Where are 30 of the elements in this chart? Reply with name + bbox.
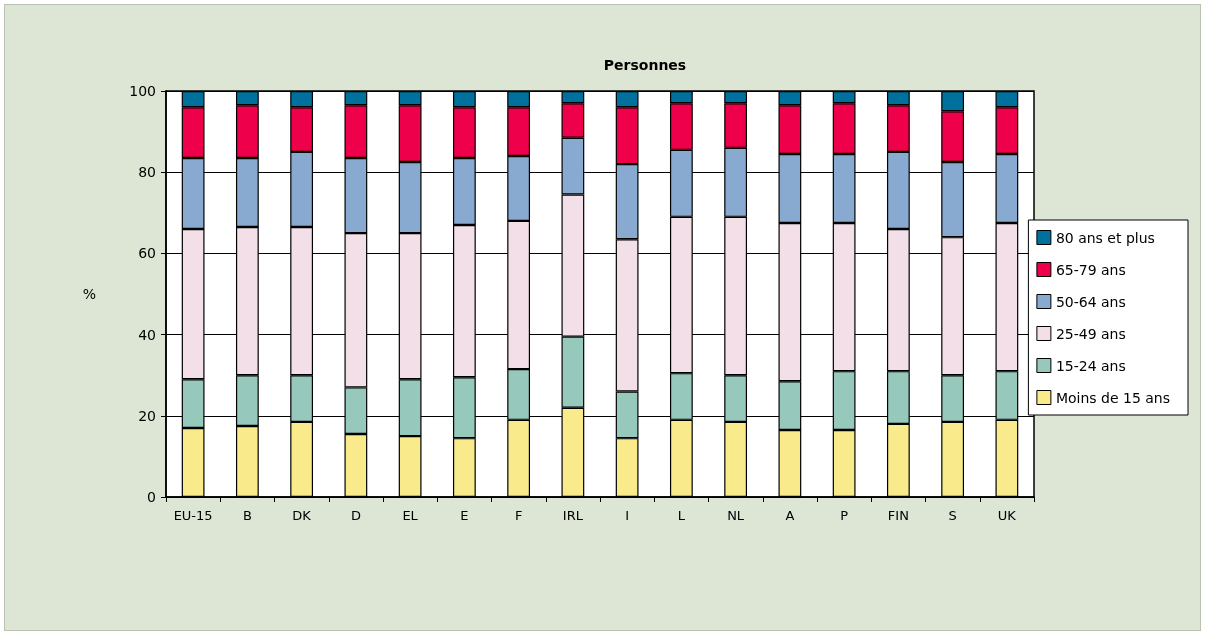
x-tick-label: P xyxy=(840,508,849,523)
y-tick-label: 40 xyxy=(138,326,156,343)
legend-label: 50-64 ans xyxy=(1055,293,1126,310)
y-tick-label: 20 xyxy=(138,407,156,424)
x-tick-label: B xyxy=(242,508,252,523)
y-axis-title: % xyxy=(82,286,96,302)
x-tick-label: EU-15 xyxy=(173,508,213,523)
x-tick-label: IRL xyxy=(562,508,584,523)
chart-title: Personnes xyxy=(603,57,687,73)
x-tick-label: S xyxy=(948,508,957,523)
legend-label: 65-79 ans xyxy=(1055,261,1126,278)
x-tick-label: A xyxy=(785,508,795,523)
x-tick-label: UK xyxy=(997,508,1017,523)
x-tick-label: FIN xyxy=(887,508,909,523)
legend-label: Moins de 15 ans xyxy=(1055,389,1171,406)
y-tick-label: 80 xyxy=(138,164,156,181)
x-tick-label: E xyxy=(460,508,469,523)
x-tick-label: I xyxy=(625,508,630,523)
x-tick-label: DK xyxy=(292,508,312,523)
x-tick-label: L xyxy=(677,508,686,523)
x-tick-label: EL xyxy=(402,508,419,523)
legend-label: 15-24 ans xyxy=(1055,357,1126,374)
y-tick-label: 0 xyxy=(147,489,156,505)
legend-label: 25-49 ans xyxy=(1055,325,1126,342)
legend-label: 80 ans et plus xyxy=(1055,229,1155,246)
x-tick-label: NL xyxy=(727,508,745,523)
y-tick-label: 60 xyxy=(138,245,156,262)
x-tick-label: F xyxy=(514,508,523,523)
x-tick-label: D xyxy=(350,508,361,523)
y-tick-label: 100 xyxy=(129,83,156,99)
